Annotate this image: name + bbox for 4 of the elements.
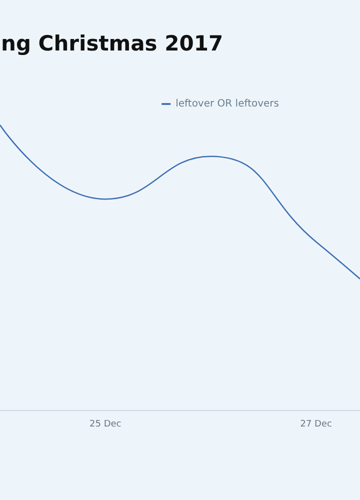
chart-title: ng Christmas 2017: [1, 32, 224, 56]
x-tick-label: 27 Dec: [300, 420, 332, 430]
legend-label: leftover OR leftovers: [176, 98, 280, 110]
x-tick-label: 25 Dec: [90, 420, 122, 430]
